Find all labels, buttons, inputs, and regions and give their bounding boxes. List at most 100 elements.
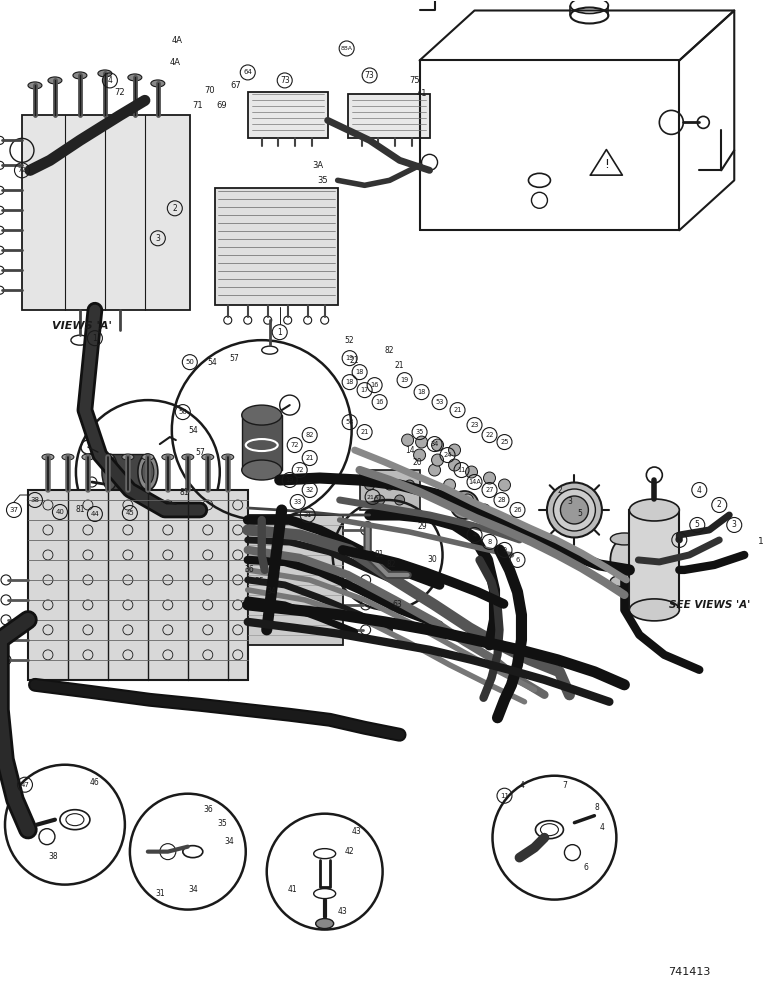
Text: 71: 71 [192,101,203,110]
Text: 14: 14 [405,446,415,455]
Text: 2: 2 [172,204,178,213]
Ellipse shape [222,454,234,460]
Text: 36: 36 [245,565,255,574]
Circle shape [394,495,405,505]
Text: 81: 81 [375,550,384,559]
Text: 23: 23 [470,422,479,428]
Text: 16: 16 [371,382,379,388]
Circle shape [444,479,455,491]
Circle shape [364,480,374,490]
Text: 19: 19 [286,477,294,483]
Text: 4: 4 [600,823,604,832]
Ellipse shape [451,491,479,519]
Text: 5: 5 [577,509,582,518]
Text: 3: 3 [155,234,161,243]
Ellipse shape [151,80,165,87]
Text: 16: 16 [375,399,384,405]
Text: 17: 17 [361,387,369,393]
Ellipse shape [122,454,134,460]
Circle shape [499,479,510,491]
Circle shape [432,454,444,466]
Text: 72: 72 [290,442,299,448]
Text: 30: 30 [428,555,438,564]
Text: 6: 6 [584,863,589,872]
Text: 82: 82 [385,346,394,355]
Text: 8: 8 [594,803,599,812]
Text: 4A: 4A [169,58,181,67]
Text: 81: 81 [75,505,85,514]
Text: 21: 21 [453,407,462,413]
Text: 9: 9 [503,547,506,553]
Text: 27: 27 [486,487,494,493]
Text: 81: 81 [179,488,188,497]
Text: 41: 41 [288,885,297,894]
Text: 82: 82 [387,560,396,569]
Text: 1: 1 [93,334,97,343]
Text: 21: 21 [350,356,360,365]
Text: 47: 47 [21,782,29,788]
Ellipse shape [611,539,638,581]
Text: 21: 21 [306,455,314,461]
Bar [248,515,343,645]
Text: 1: 1 [758,537,764,546]
Text: 43: 43 [352,827,361,836]
Text: 4A: 4A [171,36,182,45]
Text: 54: 54 [188,426,198,435]
Ellipse shape [554,489,595,531]
Circle shape [401,434,414,446]
Text: 37: 37 [9,507,19,513]
Text: 64: 64 [675,537,684,543]
Text: 53: 53 [345,419,354,425]
Text: 33: 33 [293,499,302,505]
Circle shape [415,436,428,448]
Ellipse shape [242,405,282,425]
Text: 24: 24 [443,452,452,458]
Text: 50: 50 [178,409,188,415]
Circle shape [466,466,478,478]
Text: 34: 34 [225,837,235,846]
Text: 21: 21 [394,361,405,370]
Ellipse shape [142,454,154,460]
Circle shape [405,480,415,490]
Ellipse shape [201,454,214,460]
Text: 26: 26 [513,507,522,513]
Text: 70: 70 [205,86,215,95]
Ellipse shape [316,919,334,929]
Text: 42: 42 [345,847,354,856]
Ellipse shape [142,460,154,484]
Text: 2: 2 [557,486,562,495]
Text: 7: 7 [562,781,567,790]
Ellipse shape [42,454,54,460]
Text: 41: 41 [416,89,427,98]
Text: 36: 36 [203,805,212,814]
Circle shape [479,504,490,516]
Text: 1: 1 [277,328,282,337]
Text: 8: 8 [487,539,492,545]
Text: 28: 28 [497,497,506,503]
Text: 19: 19 [346,355,354,361]
Ellipse shape [611,575,638,587]
Ellipse shape [62,454,74,460]
Bar [215,188,337,305]
Text: 38: 38 [48,852,58,861]
Ellipse shape [629,499,679,521]
Ellipse shape [28,82,42,89]
Bar [22,115,190,310]
Text: 18: 18 [355,369,364,375]
Text: 20: 20 [413,458,422,467]
Text: 19: 19 [401,377,408,383]
Text: 69: 69 [216,101,227,110]
Text: 43: 43 [338,907,347,916]
Text: 73: 73 [279,76,290,85]
Circle shape [374,495,384,505]
Text: 18: 18 [345,379,354,385]
Text: 34: 34 [430,441,438,447]
Text: 88A: 88A [340,46,353,51]
Circle shape [483,472,496,484]
Ellipse shape [242,460,282,480]
Text: 3A: 3A [312,161,323,170]
Ellipse shape [162,454,174,460]
Bar [347,94,429,138]
Text: 18: 18 [418,389,426,395]
Text: 46: 46 [90,778,100,787]
